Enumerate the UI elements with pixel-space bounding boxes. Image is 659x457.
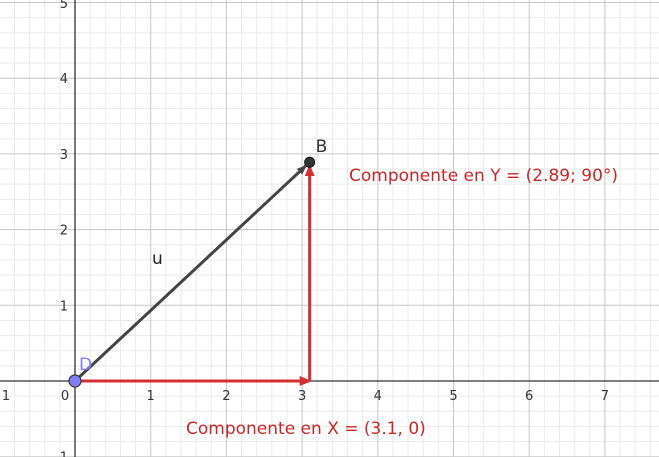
vector-u[interactable]	[73, 164, 308, 383]
point-d-label: D	[79, 355, 92, 375]
component-x-label: Componente en X = (3.1, 0)	[186, 419, 426, 439]
x-tick-label: 4	[374, 389, 382, 404]
x-tick-label: 1	[2, 389, 10, 404]
y-tick-label: 5	[60, 0, 68, 12]
point-b[interactable]	[304, 156, 316, 168]
x-tick-labels: 1 0 1 2 3 4 5 6 7	[2, 389, 609, 404]
point-d[interactable]	[68, 374, 82, 388]
y-tick-label: 1	[60, 451, 68, 457]
x-tick-label: 6	[525, 389, 533, 404]
y-tick-label: 4	[60, 72, 68, 87]
x-tick-label: 1	[147, 389, 155, 404]
x-tick-label: 3	[298, 389, 306, 404]
y-tick-label: 3	[60, 148, 68, 163]
vector-u-label: u	[152, 249, 163, 269]
point-b-label: B	[316, 137, 328, 157]
y-tick-labels: 1 1 2 3 4 5	[60, 0, 68, 457]
x-tick-label: 0	[61, 389, 69, 404]
x-tick-label: 5	[449, 389, 457, 404]
y-tick-label: 1	[60, 299, 68, 314]
component-y-label: Componente en Y = (2.89; 90°)	[349, 166, 618, 186]
x-tick-label: 2	[222, 389, 230, 404]
x-tick-label: 7	[601, 389, 609, 404]
y-tick-label: 2	[60, 224, 68, 239]
